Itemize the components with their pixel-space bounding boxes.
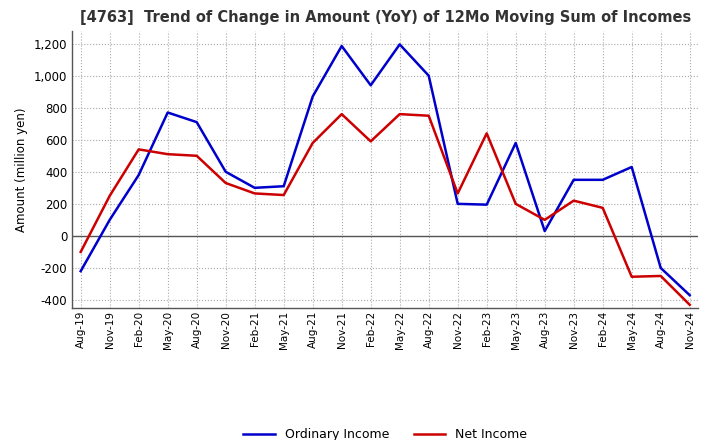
Ordinary Income xyxy=(598,177,607,183)
Net Income xyxy=(395,111,404,117)
Ordinary Income xyxy=(163,110,172,115)
Ordinary Income xyxy=(76,268,85,274)
Ordinary Income xyxy=(627,165,636,170)
Net Income xyxy=(511,201,520,206)
Ordinary Income xyxy=(366,83,375,88)
Net Income xyxy=(135,147,143,152)
Ordinary Income xyxy=(424,73,433,78)
Net Income xyxy=(366,139,375,144)
Net Income xyxy=(541,217,549,223)
Title: [4763]  Trend of Change in Amount (YoY) of 12Mo Moving Sum of Incomes: [4763] Trend of Change in Amount (YoY) o… xyxy=(80,11,690,26)
Net Income xyxy=(192,153,201,158)
Net Income xyxy=(308,140,317,146)
Ordinary Income xyxy=(105,217,114,223)
Ordinary Income xyxy=(221,169,230,174)
Ordinary Income xyxy=(482,202,491,207)
Net Income xyxy=(657,273,665,279)
Net Income xyxy=(627,274,636,279)
Ordinary Income xyxy=(395,42,404,47)
Net Income xyxy=(424,113,433,118)
Net Income xyxy=(338,111,346,117)
Ordinary Income xyxy=(135,172,143,178)
Ordinary Income xyxy=(541,228,549,234)
Net Income xyxy=(105,193,114,198)
Ordinary Income xyxy=(511,140,520,146)
Ordinary Income xyxy=(308,94,317,99)
Net Income xyxy=(221,180,230,186)
Net Income xyxy=(570,198,578,203)
Ordinary Income xyxy=(192,120,201,125)
Ordinary Income xyxy=(454,201,462,206)
Net Income xyxy=(454,191,462,196)
Net Income xyxy=(251,191,259,196)
Ordinary Income xyxy=(279,183,288,189)
Ordinary Income xyxy=(338,44,346,49)
Net Income xyxy=(482,131,491,136)
Ordinary Income xyxy=(657,265,665,271)
Line: Net Income: Net Income xyxy=(81,114,690,305)
Net Income xyxy=(279,192,288,198)
Ordinary Income xyxy=(251,185,259,191)
Net Income xyxy=(76,249,85,255)
Ordinary Income xyxy=(570,177,578,183)
Line: Ordinary Income: Ordinary Income xyxy=(81,44,690,295)
Y-axis label: Amount (million yen): Amount (million yen) xyxy=(15,107,28,231)
Net Income xyxy=(685,302,694,308)
Ordinary Income xyxy=(685,293,694,298)
Legend: Ordinary Income, Net Income: Ordinary Income, Net Income xyxy=(238,423,532,440)
Net Income xyxy=(163,151,172,157)
Net Income xyxy=(598,205,607,210)
